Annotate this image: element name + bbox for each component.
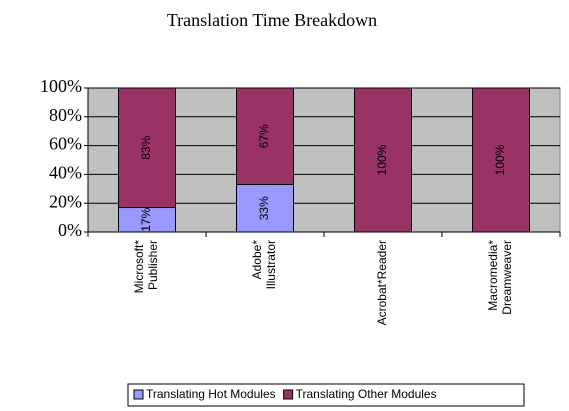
bar-segment <box>472 87 530 233</box>
x-tick-label: Adobe* <box>250 240 264 280</box>
y-tick-label: 0% <box>58 220 82 240</box>
legend-swatch <box>133 389 144 400</box>
y-tick-label: 80% <box>49 105 82 125</box>
bar-segment <box>118 207 176 233</box>
data-label: 67% <box>257 124 271 148</box>
bar-segment <box>118 87 176 209</box>
chart-title: Translation Time Breakdown <box>167 10 377 30</box>
y-tick-label: 60% <box>49 134 82 154</box>
legend-label: Translating Other Modules <box>296 387 437 401</box>
data-label: 33% <box>257 196 271 220</box>
legend-label: Translating Hot Modules <box>146 387 276 401</box>
data-label: 100% <box>493 144 507 175</box>
data-label: 17% <box>139 207 153 231</box>
x-tick-label: Publisher <box>146 240 160 290</box>
x-tick-label: Acrobat*Reader <box>375 240 389 325</box>
x-tick-label: Illustrator <box>264 240 278 289</box>
bar-segment <box>354 87 412 233</box>
y-tick-label: 40% <box>49 163 82 183</box>
bar-segment <box>236 183 294 233</box>
x-tick-label: Macromedia* <box>486 240 500 311</box>
y-tick-label: 100% <box>40 76 82 96</box>
x-tick-label: Dreamweaver <box>500 240 514 315</box>
legend-box <box>127 383 525 407</box>
data-label: 100% <box>375 144 389 175</box>
legend-swatch <box>283 389 294 400</box>
y-tick-label: 20% <box>49 191 82 211</box>
data-label: 83% <box>139 135 153 159</box>
bar-segment <box>236 87 294 185</box>
x-tick-label: Microsoft* <box>132 240 146 294</box>
